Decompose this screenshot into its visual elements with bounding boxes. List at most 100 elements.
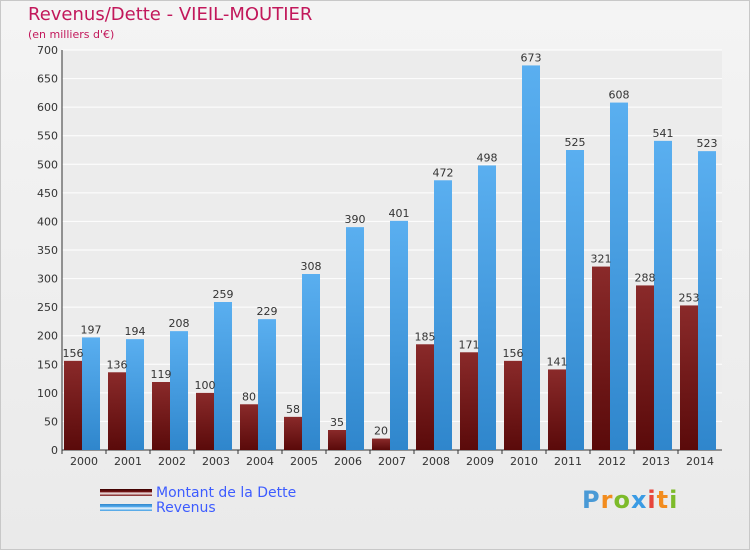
- bar-revenus: [82, 337, 100, 450]
- value-label-dette: 288: [635, 271, 656, 284]
- bar-dette: [108, 372, 126, 450]
- x-tick-label: 2004: [246, 455, 274, 468]
- value-label-dette: 171: [459, 338, 480, 351]
- value-label-dette: 119: [151, 368, 172, 381]
- x-tick-label: 2013: [642, 455, 670, 468]
- x-tick-label: 2014: [686, 455, 714, 468]
- bar-revenus: [478, 165, 496, 450]
- value-label-revenus: 208: [169, 317, 190, 330]
- value-label-revenus: 390: [345, 213, 366, 226]
- y-tick-label: 0: [51, 444, 58, 457]
- bar-dette: [328, 430, 346, 450]
- x-tick-label: 2005: [290, 455, 318, 468]
- bar-dette: [196, 392, 214, 450]
- value-label-revenus: 498: [477, 151, 498, 164]
- value-label-dette: 253: [679, 291, 700, 304]
- bar-revenus: [654, 140, 672, 450]
- legend-item-dette: Montant de la Dette: [100, 484, 297, 501]
- bar-dette: [240, 404, 258, 450]
- bar-revenus: [170, 331, 188, 450]
- bar-dette: [152, 382, 170, 450]
- value-label-revenus: 197: [81, 323, 102, 336]
- bar-revenus: [566, 150, 584, 450]
- logo-letter: i: [647, 486, 657, 514]
- value-label-dette: 136: [107, 358, 128, 371]
- value-label-revenus: 229: [257, 305, 278, 318]
- x-tick-label: 2002: [158, 455, 186, 468]
- y-tick-label: 650: [37, 73, 58, 86]
- bar-dette: [460, 352, 478, 450]
- y-tick-label: 600: [37, 101, 58, 114]
- value-label-revenus: 259: [213, 288, 234, 301]
- legend-label-revenus: Revenus: [156, 499, 216, 516]
- value-label-revenus: 401: [389, 207, 410, 220]
- bar-dette: [416, 344, 434, 450]
- x-tick-label: 2009: [466, 455, 494, 468]
- value-label-dette: 20: [374, 425, 388, 438]
- chart-unit-label: (en milliers d'€): [28, 28, 115, 41]
- y-tick-label: 400: [37, 215, 58, 228]
- bar-dette: [284, 416, 302, 450]
- value-label-revenus: 472: [433, 166, 454, 179]
- value-label-dette: 156: [63, 347, 84, 360]
- legend-item-revenus: Revenus: [100, 499, 296, 516]
- logo-letter: r: [600, 486, 614, 514]
- value-label-revenus: 525: [565, 136, 586, 149]
- value-label-dette: 58: [286, 403, 300, 416]
- logo-letter: x: [630, 486, 648, 514]
- bar-revenus: [214, 302, 232, 450]
- y-tick-label: 500: [37, 158, 58, 171]
- y-tick-label: 450: [37, 187, 58, 200]
- value-label-dette: 80: [242, 390, 256, 403]
- bar-revenus: [258, 319, 276, 450]
- x-tick-label: 2007: [378, 455, 406, 468]
- bar-dette: [680, 305, 698, 450]
- y-tick-label: 50: [44, 415, 58, 428]
- chart-title: Revenus/Dette - VIEIL-MOUTIER: [28, 4, 313, 25]
- bar-dette: [372, 438, 390, 450]
- bar-revenus: [346, 227, 364, 450]
- value-label-dette: 321: [591, 253, 612, 266]
- y-tick-label: 200: [37, 330, 58, 343]
- bar-dette: [548, 369, 566, 450]
- logo-letter: o: [613, 486, 631, 514]
- logo-letter: t: [656, 486, 670, 514]
- proxiti-logo: Proxiti: [582, 486, 678, 514]
- value-label-revenus: 541: [653, 127, 674, 140]
- x-tick-label: 2011: [554, 455, 582, 468]
- legend-label-dette: Montant de la Dette: [156, 484, 297, 501]
- y-tick-label: 250: [37, 301, 58, 314]
- legend: Montant de la Dette Revenus: [100, 484, 297, 516]
- bar-dette: [504, 360, 522, 450]
- value-label-dette: 35: [330, 416, 344, 429]
- x-tick-label: 2003: [202, 455, 230, 468]
- value-label-revenus: 308: [301, 260, 322, 273]
- x-tick-label: 2000: [70, 455, 98, 468]
- value-label-dette: 156: [503, 347, 524, 360]
- bar-revenus: [390, 220, 408, 450]
- x-tick-label: 2001: [114, 455, 142, 468]
- x-tick-label: 2006: [334, 455, 362, 468]
- value-label-revenus: 673: [521, 51, 542, 64]
- y-tick-label: 100: [37, 387, 58, 400]
- x-tick-label: 2008: [422, 455, 450, 468]
- bar-dette: [592, 266, 610, 450]
- x-tick-label: 2012: [598, 455, 626, 468]
- bar-revenus: [302, 274, 320, 450]
- y-tick-label: 350: [37, 244, 58, 257]
- value-label-dette: 100: [195, 379, 216, 392]
- logo-letter: P: [582, 486, 601, 514]
- value-label-dette: 141: [547, 355, 568, 368]
- y-tick-label: 550: [37, 130, 58, 143]
- bar-revenus: [522, 65, 540, 450]
- bar-revenus: [126, 339, 144, 450]
- logo-letter: i: [669, 486, 679, 514]
- legend-swatch-dette: [100, 489, 152, 496]
- value-label-dette: 185: [415, 330, 436, 343]
- bar-dette: [636, 285, 654, 450]
- y-tick-label: 300: [37, 273, 58, 286]
- value-label-revenus: 523: [697, 137, 718, 150]
- legend-swatch-revenus: [100, 504, 152, 511]
- bar-revenus: [698, 151, 716, 450]
